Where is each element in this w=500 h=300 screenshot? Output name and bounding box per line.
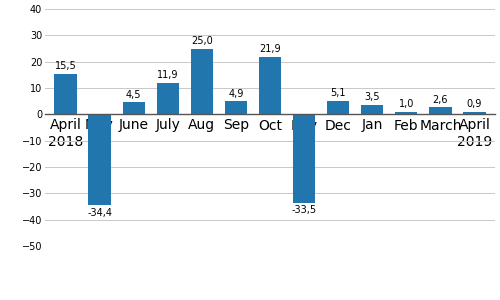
Bar	[430, 107, 452, 114]
Text: 1,0: 1,0	[398, 99, 414, 109]
Bar	[156, 83, 179, 114]
Text: 25,0: 25,0	[191, 36, 212, 46]
Bar	[464, 112, 485, 114]
Bar	[259, 57, 281, 114]
Bar	[88, 114, 110, 205]
Text: 3,5: 3,5	[364, 92, 380, 103]
Text: -33,5: -33,5	[292, 205, 316, 215]
Text: -34,4: -34,4	[87, 208, 112, 218]
Text: 21,9: 21,9	[259, 44, 281, 54]
Text: 2,6: 2,6	[432, 95, 448, 105]
Bar	[396, 112, 417, 114]
Text: 15,5: 15,5	[54, 61, 76, 71]
Bar	[122, 103, 144, 114]
Text: 11,9: 11,9	[157, 70, 178, 80]
Bar	[225, 101, 247, 114]
Bar	[293, 114, 315, 202]
Text: 5,1: 5,1	[330, 88, 346, 98]
Text: 0,9: 0,9	[467, 99, 482, 109]
Bar	[361, 105, 384, 114]
Text: 4,9: 4,9	[228, 89, 244, 99]
Bar	[54, 74, 76, 114]
Bar	[190, 49, 213, 114]
Bar	[327, 101, 349, 114]
Text: 4,5: 4,5	[126, 90, 142, 100]
